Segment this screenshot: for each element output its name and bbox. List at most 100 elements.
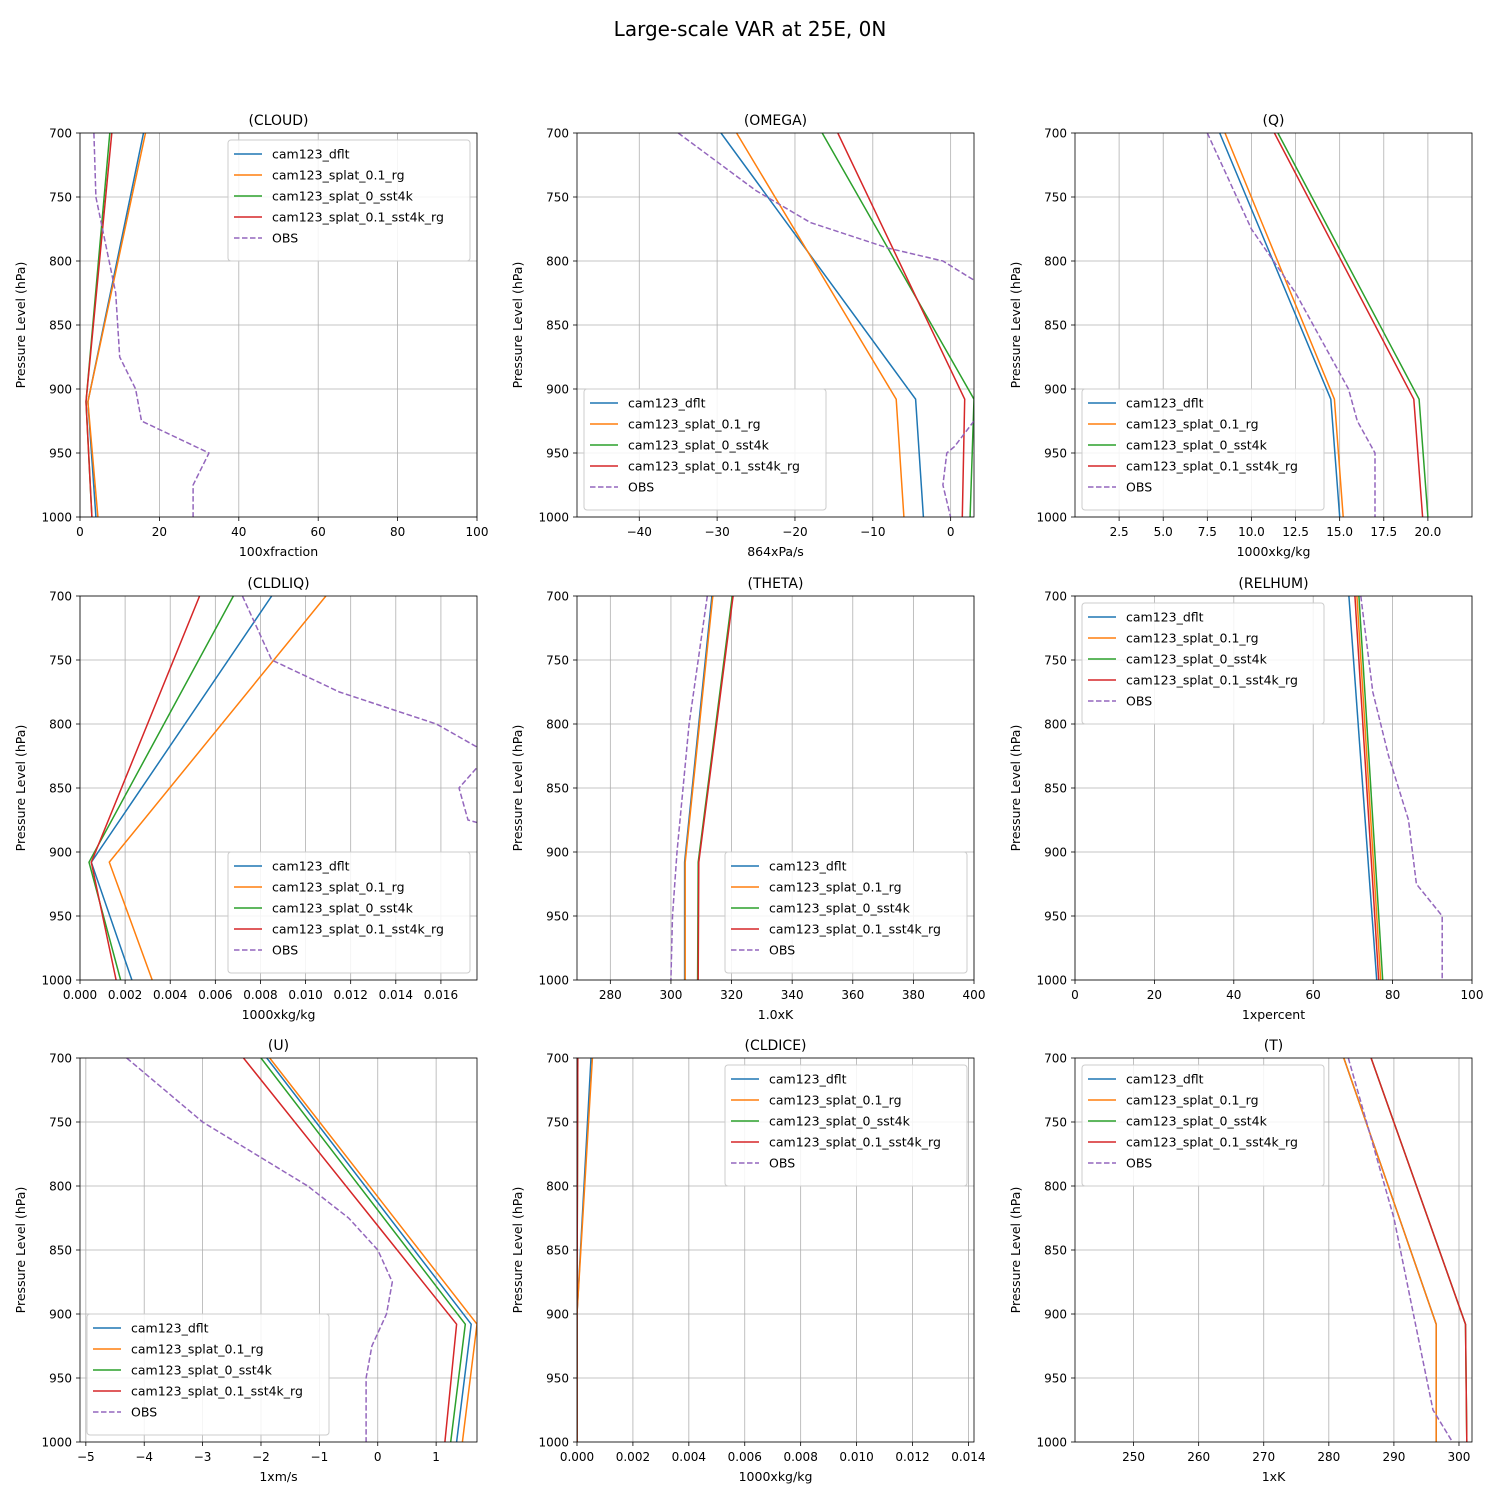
y-tick-label: 750	[546, 191, 569, 205]
y-tick-label: 700	[546, 1052, 569, 1066]
y-tick-label: 900	[546, 846, 569, 860]
legend: cam123_dflt cam123_splat_0.1_rg cam123_spl…	[724, 851, 968, 974]
y-tick-label: 900	[1044, 846, 1067, 860]
y-tick-label: 800	[546, 1180, 569, 1194]
x-tick-label: 0.006	[198, 988, 232, 1002]
y-axis-label: Pressure Level (hPa)	[13, 1187, 28, 1314]
x-tick-label: 0.014	[379, 988, 413, 1002]
x-tick-label: 12.5	[1282, 525, 1309, 539]
x-tick-label: 15.0	[1326, 525, 1353, 539]
y-tick-label: 750	[49, 191, 72, 205]
series-line-cam123_splat_0.1_rg	[269, 1058, 477, 1442]
x-tick-label: 260	[1187, 1450, 1210, 1464]
series-line-cam123_splat_0.1_rg	[684, 596, 714, 980]
y-tick-label: 850	[546, 782, 569, 796]
legend-label: cam123_dflt	[1126, 610, 1204, 625]
legend-label: cam123_dflt	[769, 1072, 847, 1087]
panel-title: (T)	[1264, 1038, 1283, 1054]
series-line-cam123_dflt	[266, 1058, 472, 1442]
legend-label: cam123_splat_0_sst4k	[628, 438, 770, 453]
x-tick-label: 290	[1382, 1450, 1405, 1464]
legend-label: cam123_splat_0.1_rg	[131, 1342, 264, 1357]
x-tick-label: 0.010	[839, 1450, 873, 1464]
panel-cloud: 0 20 40 60 80 100 700 750 800 850 900 950 1000 (CLOUD…	[13, 113, 488, 559]
series-line-cam123_splat_0.1_rg	[577, 1058, 594, 1442]
x-tick-label: 100	[466, 525, 489, 539]
y-tick-label: 950	[49, 910, 72, 924]
y-tick-label: 900	[1044, 1308, 1067, 1322]
series-line-cam123_splat_0.1_rg	[1224, 133, 1344, 517]
y-tick-label: 850	[1044, 782, 1067, 796]
x-tick-label: 100	[1461, 988, 1484, 1002]
y-tick-label: 850	[49, 1244, 72, 1258]
legend-box	[1081, 602, 1325, 725]
x-tick-label: −3	[194, 1450, 212, 1464]
x-tick-label: 7.5	[1198, 525, 1217, 539]
x-tick-label: 320	[720, 988, 743, 1002]
series-line-OBS	[1206, 133, 1376, 517]
series-line-cam123_splat_0_sst4k	[1277, 133, 1429, 517]
y-tick-label: 750	[546, 654, 569, 668]
y-tick-label: 750	[1044, 191, 1067, 205]
x-tick-label: 0	[374, 1450, 382, 1464]
series-line-OBS	[93, 133, 211, 517]
legend-label: cam123_splat_0_sst4k	[1126, 652, 1268, 667]
x-tick-label: −20	[782, 525, 807, 539]
x-tick-label: 17.5	[1370, 525, 1397, 539]
series-line-OBS	[670, 596, 709, 980]
legend-label: cam123_splat_0.1_sst4k_rg	[1126, 459, 1298, 474]
y-tick-label: 950	[49, 447, 72, 461]
x-tick-label: 0.008	[243, 988, 277, 1002]
y-tick-label: 700	[49, 590, 72, 604]
legend: cam123_dflt cam123_splat_0.1_rg cam123_spl…	[1081, 1064, 1325, 1187]
series-line-cam123_dflt	[1219, 133, 1341, 517]
y-tick-label: 1000	[1036, 511, 1067, 525]
y-tick-label: 950	[546, 910, 569, 924]
series-line-cam123_splat_0.1_rg	[108, 596, 327, 980]
legend: cam123_dflt cam123_splat_0.1_rg cam123_spl…	[1081, 388, 1325, 511]
legend-label: cam123_splat_0.1_rg	[272, 168, 405, 183]
x-tick-label: 1	[432, 1450, 440, 1464]
legend: cam123_dflt cam123_splat_0.1_rg cam123_spl…	[583, 388, 827, 511]
x-tick-label: −5	[77, 1450, 95, 1464]
y-tick-label: 950	[1044, 910, 1067, 924]
legend-label: cam123_splat_0.1_rg	[769, 1093, 902, 1108]
x-tick-label: 80	[1385, 988, 1400, 1002]
x-tick-label: 0.008	[783, 1450, 817, 1464]
x-tick-label: 0.000	[63, 988, 97, 1002]
x-tick-label: 0	[1071, 988, 1079, 1002]
legend-label: cam123_splat_0.1_rg	[1126, 631, 1259, 646]
x-axis-label: 1000xkg/kg	[242, 1007, 316, 1022]
x-tick-label: 20.0	[1415, 525, 1442, 539]
y-tick-label: 800	[1044, 718, 1067, 732]
series-line-cam123_splat_0.1_sst4k_rg	[697, 596, 734, 980]
legend: cam123_dflt cam123_splat_0.1_rg cam123_spl…	[1081, 602, 1325, 725]
x-tick-label: 0.014	[951, 1450, 985, 1464]
series-line-cam123_splat_0.1_sst4k_rg	[577, 1058, 579, 1442]
legend-label: cam123_splat_0.1_sst4k_rg	[131, 1384, 303, 1399]
x-tick-label: −10	[860, 525, 885, 539]
x-axis-label: 1xm/s	[259, 1469, 297, 1484]
series-line-OBS	[1347, 1058, 1454, 1442]
y-tick-label: 700	[1044, 1052, 1067, 1066]
legend-label: cam123_dflt	[769, 859, 847, 874]
x-tick-label: 280	[1317, 1450, 1340, 1464]
series-line-cam123_dflt	[720, 133, 925, 517]
y-tick-label: 1000	[41, 511, 72, 525]
y-tick-label: 850	[49, 782, 72, 796]
y-tick-label: 800	[49, 255, 72, 269]
y-tick-label: 750	[546, 1116, 569, 1130]
legend-label: cam123_splat_0_sst4k	[1126, 1114, 1268, 1129]
legend-label: OBS	[272, 231, 298, 246]
y-tick-label: 800	[49, 718, 72, 732]
series-line-cam123_splat_0.1_rg	[735, 133, 905, 517]
x-tick-label: 10.0	[1238, 525, 1265, 539]
y-axis-label: Pressure Level (hPa)	[13, 262, 28, 389]
series-line-OBS	[126, 1058, 394, 1442]
y-tick-label: 750	[1044, 1116, 1067, 1130]
panels: 0 20 40 60 80 1007007508008509009501000(CLOUD…	[13, 113, 1483, 1484]
y-tick-label: 1000	[538, 511, 569, 525]
legend-label: cam123_splat_0.1_sst4k_rg	[769, 1135, 941, 1150]
x-tick-label: −40	[627, 525, 652, 539]
x-tick-label: 20	[152, 525, 167, 539]
